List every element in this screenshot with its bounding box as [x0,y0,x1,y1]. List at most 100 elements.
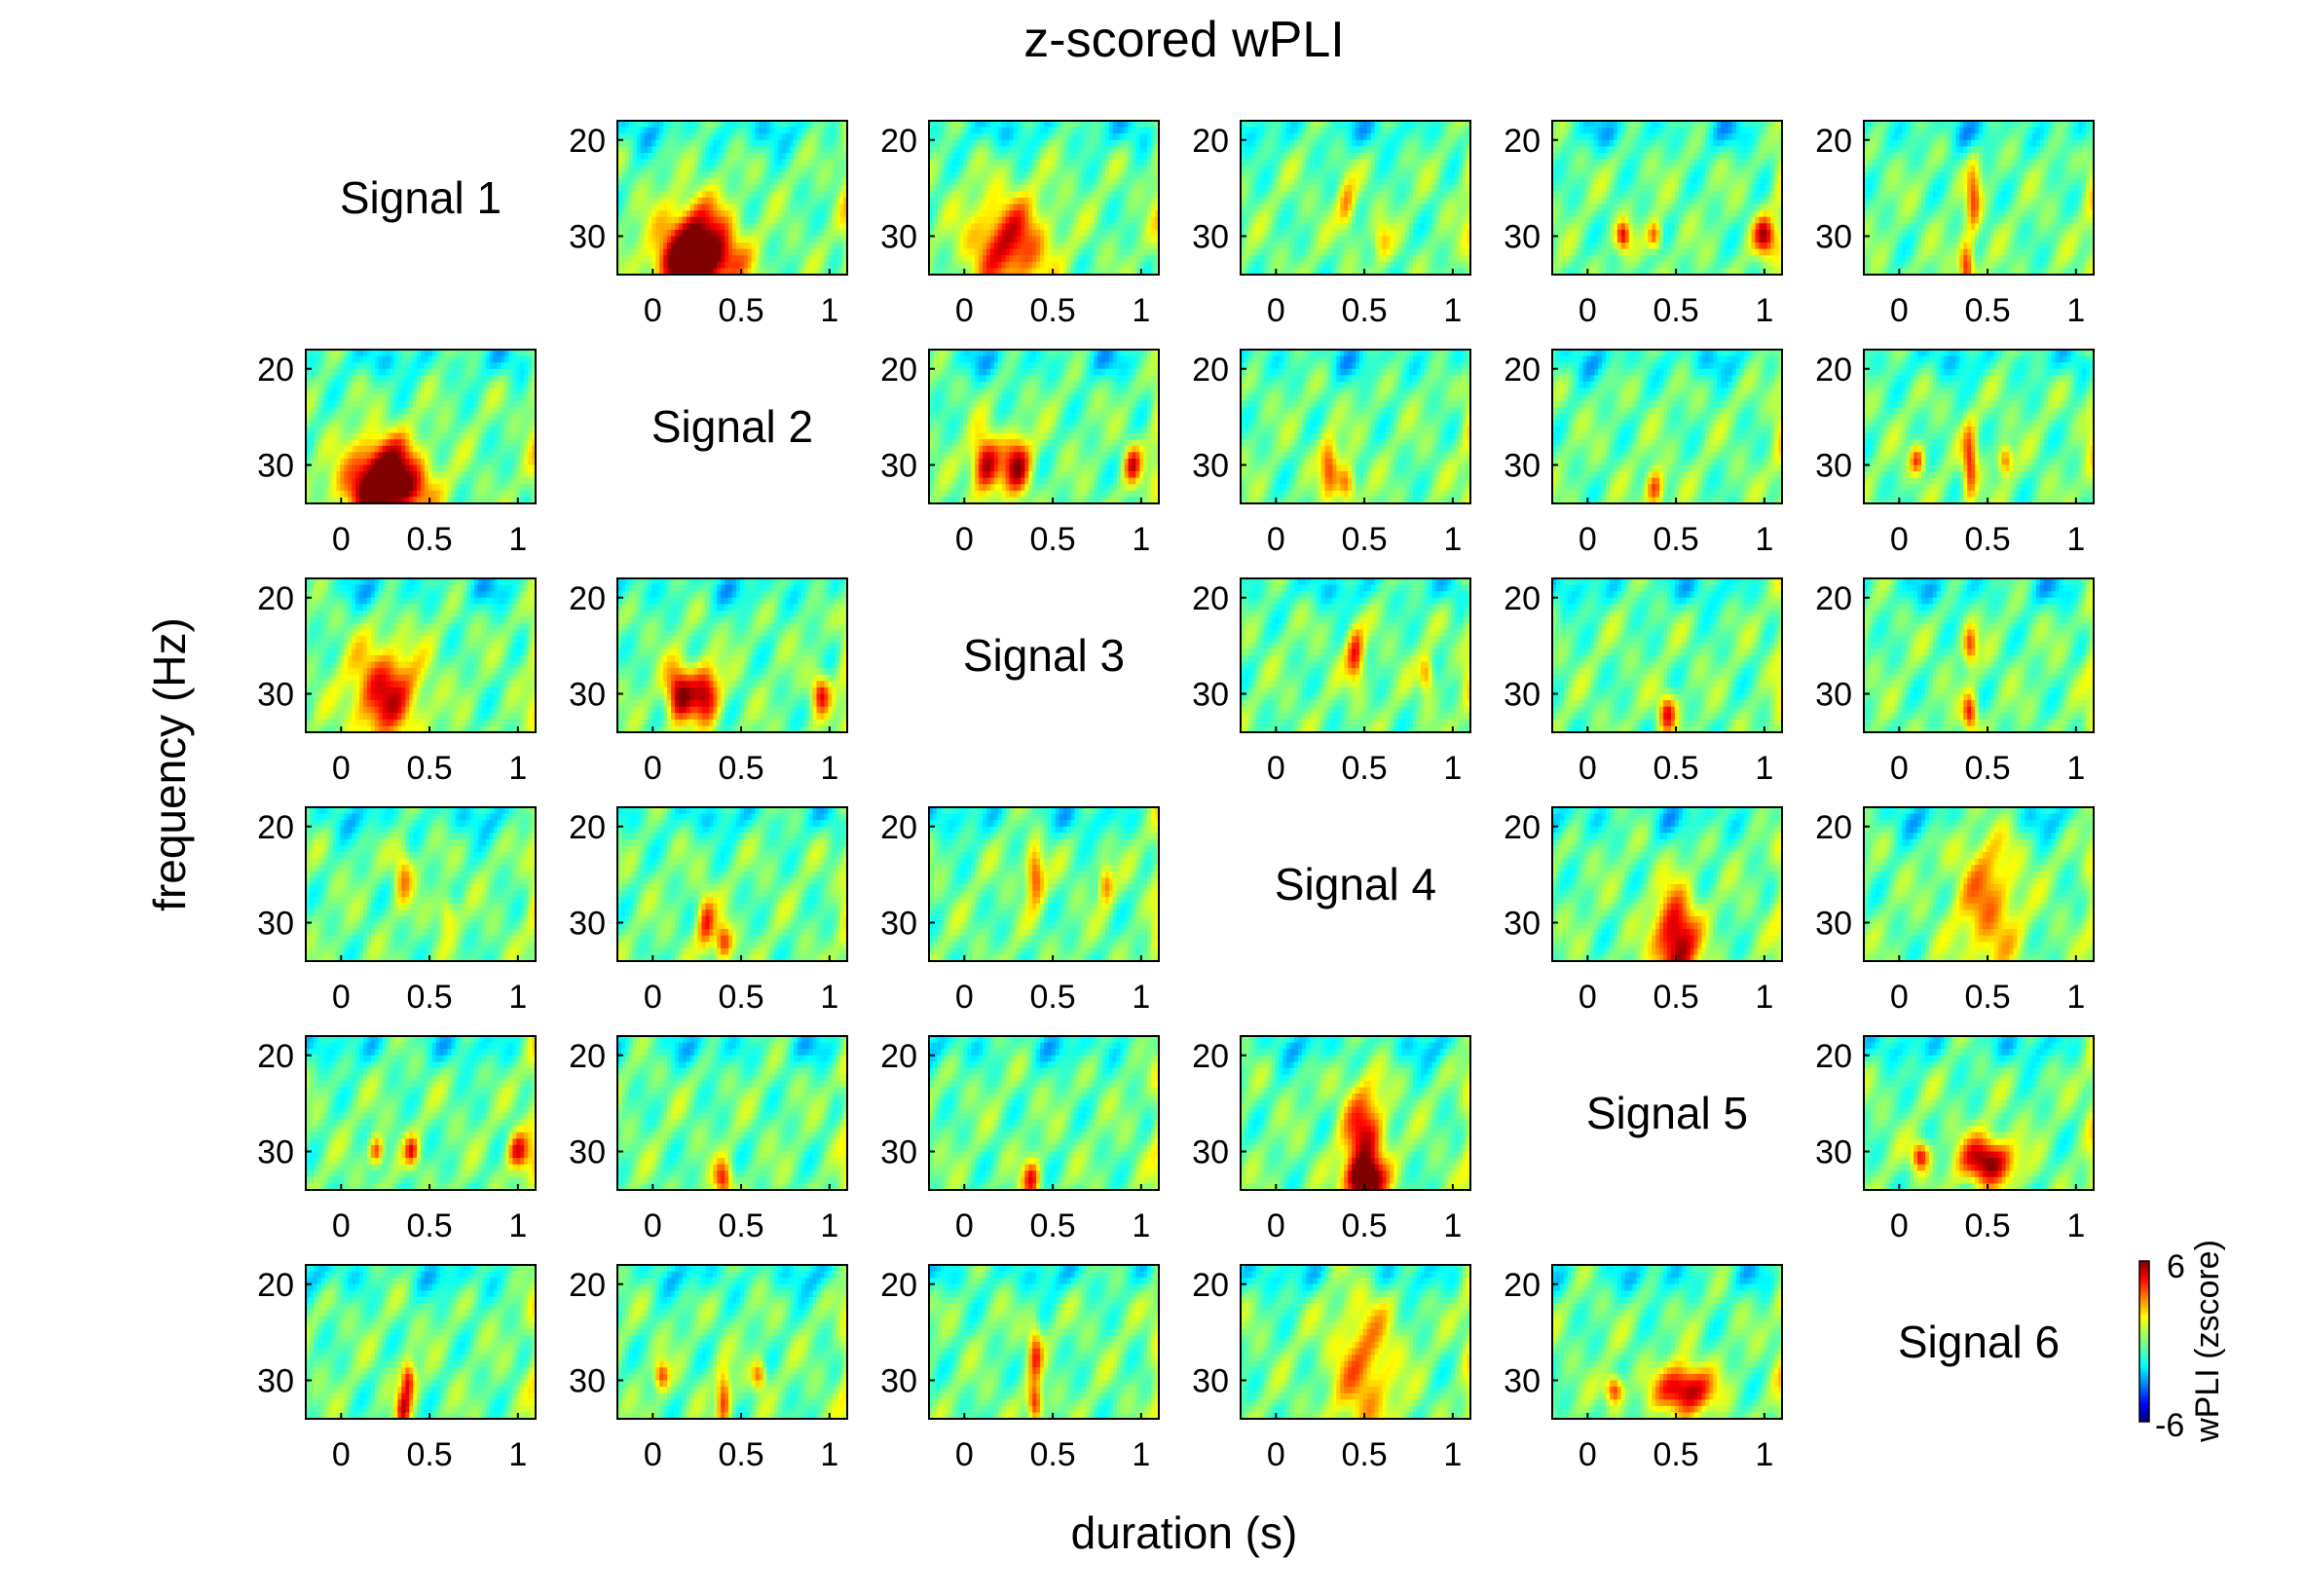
heatmap-pixel [1778,139,1783,147]
heatmap-pixel [1301,248,1307,256]
heatmap-pixel [1112,261,1118,270]
heatmap-pixel [1263,159,1269,167]
heatmap-pixel [986,229,991,238]
heatmap-pixel [1013,171,1019,179]
heatmap-pixel [644,184,650,193]
heatmap-pixel [1586,159,1591,167]
heatmap-pixel [944,216,949,224]
heatmap-pixel [790,210,795,218]
heatmap-pixel [678,121,684,129]
heatmap-pixel [1104,152,1110,161]
axes-frame [1240,120,1471,276]
heatmap-pixel [1139,159,1144,167]
heatmap-pixel [1416,146,1422,154]
heatmap-pixel [648,191,652,199]
heatmap-pixel [1139,178,1144,186]
heatmap-pixel [1259,242,1265,250]
heatmap-pixel [1394,198,1398,205]
heatmap-pixel [1005,166,1011,173]
heatmap-pixel [1290,236,1295,243]
heatmap-pixel [1059,171,1064,179]
heatmap-pixel [667,139,672,147]
heatmap-pixel [1624,184,1630,193]
heatmap-pixel [1659,146,1664,154]
heatmap-pixel [1409,198,1414,205]
heatmap-pixel [1324,133,1330,141]
heatmap-pixel [1467,178,1471,186]
heatmap-pixel [1467,133,1471,141]
heatmap-pixel [762,210,767,218]
heatmap-pixel [1090,139,1095,147]
heatmap-pixel [1420,248,1426,256]
heatmap-pixel [697,184,703,193]
heatmap-pixel [967,146,972,154]
heatmap-pixel [1332,261,1337,270]
heatmap-pixel [1455,133,1460,141]
heatmap-pixel [735,152,741,161]
heatmap-pixel [1356,223,1360,231]
heatmap-pixel [1139,236,1144,243]
heatmap-pixel [1709,133,1714,141]
heatmap-pixel [659,139,664,147]
heatmap-pixel [1244,171,1249,179]
heatmap-pixel [1559,171,1565,179]
heatmap-pixel [751,236,757,243]
heatmap-pixel [1409,127,1414,134]
heatmap-pixel [725,146,729,154]
heatmap-pixel [1135,210,1140,218]
heatmap-pixel [1128,261,1133,270]
heatmap-pixel [782,166,787,173]
heatmap-pixel [682,184,687,193]
heatmap-pixel [1282,261,1287,270]
heatmap-pixel [959,236,964,243]
heatmap-pixel [843,255,848,263]
heatmap-pixel [709,191,714,199]
heatmap-pixel [1336,191,1341,199]
heatmap-pixel [1132,184,1136,193]
heatmap-pixel [1040,268,1045,276]
heatmap-pixel [832,261,836,270]
heatmap-pixel [678,184,684,193]
heatmap-pixel [1628,121,1634,129]
heatmap-pixel [755,198,761,205]
heatmap-pixel [963,146,968,154]
heatmap-pixel [782,184,787,193]
heatmap-pixel [1617,127,1622,134]
heatmap-pixel [1286,191,1291,199]
heatmap-pixel [1382,216,1388,224]
heatmap-pixel [1313,127,1319,134]
heatmap-pixel [971,242,976,250]
heatmap-pixel [1397,223,1402,231]
heatmap-pixel [824,198,829,205]
heatmap-pixel [1001,121,1007,129]
x-tick-label: 1 [1132,292,1150,329]
heatmap-pixel [963,133,968,141]
heatmap-pixel [632,152,638,161]
heatmap-pixel [686,191,691,199]
heatmap-pixel [1051,261,1057,270]
heatmap-pixel [1286,261,1291,270]
heatmap-pixel [682,152,687,161]
heatmap-pixel [1147,152,1152,161]
heatmap-pixel [1090,229,1095,238]
heatmap-pixel [812,268,818,276]
heatmap-pixel [1617,171,1622,179]
heatmap-pixel [797,178,802,186]
heatmap-pixel [1682,178,1688,186]
heatmap-pixel [675,121,680,129]
heatmap-pixel [693,210,699,218]
heatmap-pixel [1128,229,1133,238]
heatmap-pixel [774,133,779,141]
heatmap-pixel [686,204,691,211]
heatmap-pixel [697,121,703,129]
heatmap-pixel [1620,127,1626,134]
heatmap-pixel [1336,248,1341,256]
heatmap-pixel [1563,152,1569,161]
heatmap-pixel [636,210,642,218]
heatmap-pixel [1435,171,1441,179]
heatmap-pixel [1582,159,1587,167]
heatmap-pixel [682,146,687,154]
heatmap-pixel [929,198,934,205]
heatmap-pixel [790,133,795,141]
heatmap-pixel [797,166,802,173]
